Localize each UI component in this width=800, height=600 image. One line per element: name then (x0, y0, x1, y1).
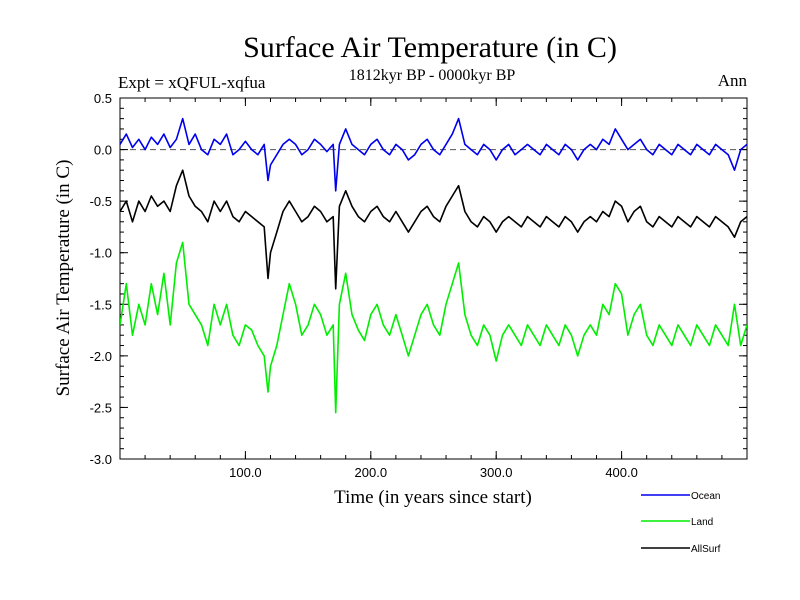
period-label: 1812kyr BP - 0000kyr BP (349, 67, 516, 84)
x-axis-label: Time (in years since start) (334, 487, 532, 508)
x-tick-label: 400.0 (605, 465, 638, 480)
y-tick-label: 0.0 (94, 143, 112, 158)
y-tick-label: 0.5 (94, 91, 112, 106)
y-tick-label: -2.0 (90, 349, 112, 364)
y-tick-label: -1.5 (90, 297, 112, 312)
legend-label-ocean: Ocean (691, 491, 720, 502)
legend-label-allsurf: AllSurf (691, 544, 721, 555)
y-axis-label: Surface Air Temperature (in C) (53, 160, 74, 397)
x-tick-label: 100.0 (229, 465, 262, 480)
y-tick-label: -2.5 (90, 400, 112, 415)
plot-frame (119, 97, 748, 460)
y-tick-label: -3.0 (90, 452, 112, 467)
series-line-land (120, 241, 747, 414)
x-tick-label: 300.0 (480, 465, 513, 480)
series-line-ocean (120, 117, 747, 192)
legend-label-land: Land (691, 517, 713, 528)
series-line-allsurf (120, 169, 747, 290)
series-group (120, 117, 747, 414)
experiment-label: Expt = xQFUL-xqfua (118, 73, 266, 92)
season-label: Ann (718, 71, 748, 90)
legend: Ocean Land AllSurf (641, 491, 721, 555)
chart-title: Surface Air Temperature (in C) (243, 31, 617, 64)
axis-ticks (119, 97, 748, 460)
y-tick-label: -1.0 (90, 246, 112, 261)
axis-tick-labels: 0.5 0.0 -0.5 -1.0 -1.5 -2.0 -2.5 -3.0 100.0 200.0… (90, 91, 638, 480)
x-tick-label: 200.0 (355, 465, 388, 480)
y-tick-label: -0.5 (90, 194, 112, 209)
